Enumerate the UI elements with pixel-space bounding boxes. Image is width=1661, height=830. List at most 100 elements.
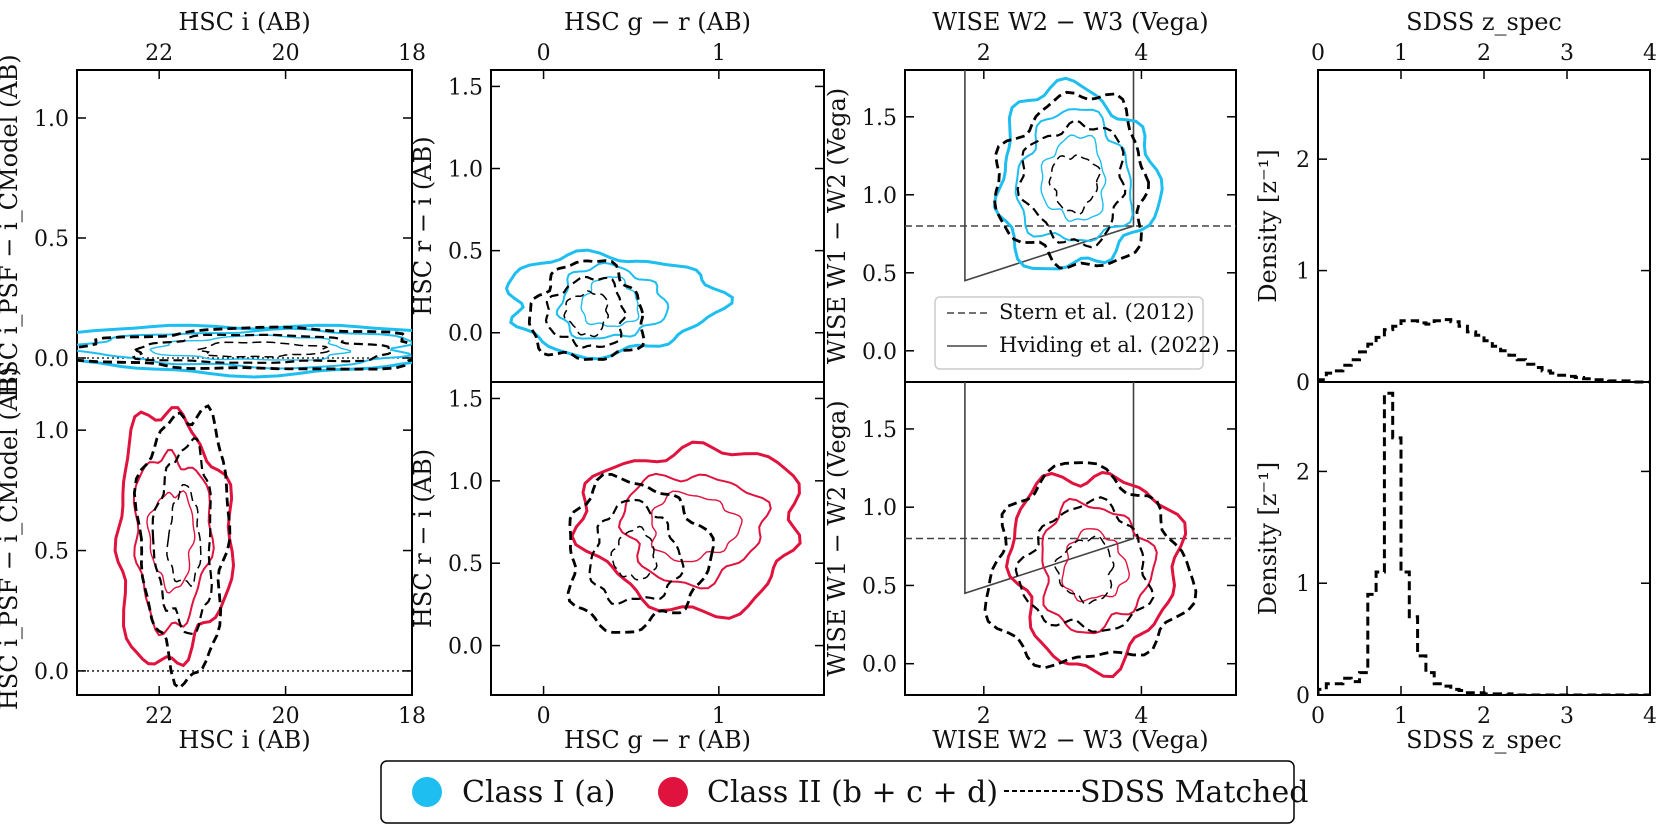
x-tick-label-bottom: 18 [398, 704, 426, 729]
y-tick-label-bottom: 1.0 [34, 419, 69, 444]
class-contour-bottom [132, 448, 215, 637]
wise-legend-frame [934, 296, 1204, 370]
y-tick-label-top: 0.0 [34, 347, 69, 372]
x-tick-label-top: 4 [1643, 41, 1657, 66]
sdss-contour-bottom [983, 461, 1198, 670]
x-tick-label-bottom: 4 [1643, 704, 1657, 729]
y-tick-label-bottom: 1.0 [862, 496, 897, 521]
sdss-contour-top [563, 290, 609, 338]
y-axis-title-top: HSC i_PSF − i_CModel (AB) [0, 54, 23, 397]
x-tick-label-top: 2 [1477, 41, 1491, 66]
class-contour-bottom [1004, 470, 1188, 679]
class-contour-bottom [1061, 528, 1131, 603]
y-tick-label-bottom: 0.0 [862, 653, 897, 678]
bottom-axis-title: HSC g − r (AB) [564, 726, 751, 754]
x-tick-label-bottom: 1 [712, 704, 726, 729]
x-tick-label-bottom: 2 [977, 704, 991, 729]
y-axis-title-top: Density [z⁻¹] [1254, 149, 1282, 302]
sdss-contour-bottom [132, 404, 232, 690]
x-tick-label-bottom: 20 [272, 704, 300, 729]
x-tick-label-top: 22 [145, 41, 173, 66]
sdss-contour-top [1048, 154, 1102, 216]
class-contour-top [1014, 108, 1134, 243]
sdss-contour-bottom [566, 472, 715, 634]
bottom-axis-title: HSC i (AB) [178, 726, 310, 754]
class-contour-top [992, 76, 1164, 271]
x-tick-label-top: 4 [1134, 41, 1148, 66]
y-tick-label-top: 1.0 [34, 107, 69, 132]
y-tick-label-top: 0.5 [448, 240, 483, 265]
class1-legend-marker [412, 777, 442, 807]
wise-legend-label-1: Hviding et al. (2022) [999, 333, 1220, 357]
x-tick-label-top: 0 [537, 41, 551, 66]
panel-frame-top [490, 69, 825, 383]
y-tick-label-bottom: 1 [1296, 572, 1310, 597]
y-tick-label-top: 0.5 [862, 262, 897, 287]
sdss-contour-top [131, 333, 393, 364]
sdss-contour-bottom [1053, 535, 1115, 606]
sdss-legend-label: SDSS Matched [1080, 775, 1308, 810]
histogram-step-top [1318, 318, 1650, 384]
class2-legend-marker [658, 777, 688, 807]
x-tick-label-top: 3 [1560, 41, 1574, 66]
bottom-legend: Class I (a) Class II (b + c + d) SDSS Ma… [380, 760, 1308, 824]
sdss-contour-top [77, 325, 412, 371]
y-tick-label-bottom: 0.5 [448, 552, 483, 577]
y-tick-label-top: 0.5 [34, 227, 69, 252]
class-contour-top [504, 248, 734, 361]
sdss-contour-top [527, 259, 646, 361]
y-tick-label-top: 0.0 [862, 340, 897, 365]
panel-frame-bottom [490, 381, 825, 696]
y-tick-label-bottom: 2 [1296, 460, 1310, 485]
y-tick-label-top: 1.5 [448, 75, 483, 100]
class-contour-top [77, 323, 412, 379]
class2-legend-label: Class II (b + c + d) [707, 775, 998, 810]
sdss-contour-bottom [151, 437, 213, 636]
sdss-contour-top [1016, 119, 1127, 249]
x-tick-label-bottom: 0 [537, 704, 551, 729]
y-tick-label-bottom: 1.5 [448, 387, 483, 412]
class-contour-bottom [570, 440, 802, 620]
y-tick-label-bottom: 0.0 [448, 635, 483, 660]
y-axis-title-bottom: WISE W1 − W2 (Vega) [823, 400, 851, 676]
x-tick-label-bottom: 0 [1311, 704, 1325, 729]
y-tick-label-top: 1.0 [448, 158, 483, 183]
sdss-contour-bottom [588, 498, 685, 606]
top-axis-title: WISE W2 − W3 (Vega) [932, 8, 1208, 36]
y-tick-label-top: 1.0 [862, 184, 897, 209]
top-axis-title: HSC g − r (AB) [564, 8, 751, 36]
class-contour-top [580, 276, 640, 328]
hviding-wedge-top [964, 70, 1135, 282]
class-contour-top [1040, 134, 1107, 222]
class-contour-bottom [113, 406, 236, 668]
sdss-contour-bottom [610, 525, 658, 581]
y-tick-label-bottom: 1.0 [448, 470, 483, 495]
panel-frame-bottom [76, 381, 413, 696]
x-tick-label-top: 0 [1311, 41, 1325, 66]
sdss-contour-top [196, 341, 331, 358]
x-tick-label-top: 1 [1394, 41, 1408, 66]
panel-marks-p3 [905, 70, 1236, 679]
y-tick-label-top: 2 [1296, 148, 1310, 173]
y-tick-label-bottom: 0.0 [34, 660, 69, 685]
panel-p3: 2 2 4 4 0.0 0.5 1.0 1.5 0.0 0.5 1.0 1.5 WISE W2 − W3… [823, 8, 1237, 754]
y-axis-title-bottom: Density [z⁻¹] [1254, 462, 1282, 615]
top-axis-title: SDSS z_spec [1406, 8, 1562, 36]
x-tick-label-bottom: 1 [1394, 704, 1408, 729]
histogram-step-bottom [1318, 391, 1650, 695]
panel-p1: 22 22 20 20 18 18 0.0 0.5 1.0 0.0 0.5 1.0 HSC i (AB)… [0, 8, 426, 754]
y-tick-label-bottom: 0.5 [862, 574, 897, 599]
panel-frame-top [1317, 69, 1651, 383]
sdss-contour-bottom [1014, 496, 1155, 633]
y-tick-label-top: 1.5 [862, 106, 897, 131]
sdss-contour-bottom [166, 483, 202, 587]
class-contour-top [149, 334, 352, 361]
bottom-legend-frame [380, 760, 1295, 824]
x-tick-label-top: 18 [398, 41, 426, 66]
y-tick-label-top: 1 [1296, 260, 1310, 285]
panel-marks-p1 [77, 323, 412, 690]
class-contour-bottom [1041, 497, 1158, 635]
y-tick-label-top: 0 [1296, 371, 1310, 396]
